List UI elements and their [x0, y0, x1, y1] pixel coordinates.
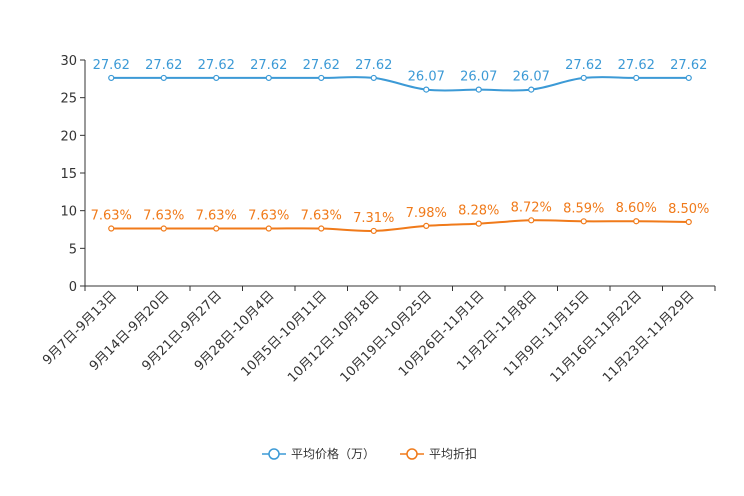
data-point[interactable] [423, 222, 430, 229]
data-point[interactable] [633, 74, 640, 82]
data-label: 8.50% [668, 202, 709, 217]
y-tick-label: 30 [60, 54, 77, 69]
x-tick-label: 10月19日-10月25日 [338, 288, 435, 385]
x-tick-label: 11月16日-11月22日 [548, 288, 645, 385]
data-point[interactable] [475, 220, 482, 227]
data-label: 27.62 [670, 58, 707, 73]
data-point[interactable] [108, 74, 115, 82]
data-point[interactable] [318, 74, 325, 82]
data-point[interactable] [265, 225, 272, 232]
legend-label: 平均折扣 [429, 446, 477, 461]
legend-marker-icon [268, 448, 280, 460]
legend-item[interactable]: 平均价格（万） [262, 446, 375, 461]
legend-label: 平均价格（万） [291, 446, 375, 461]
data-label: 27.62 [618, 58, 655, 73]
y-tick-label: 10 [60, 205, 77, 220]
y-tick-label: 20 [60, 129, 77, 144]
data-label: 7.98% [406, 206, 447, 221]
data-point[interactable] [423, 86, 430, 93]
y-tick-label: 15 [60, 167, 77, 182]
series-1: 27.62 27.62 27.62 27.62 27.62 27.62 26.07 26.07… [93, 58, 707, 93]
data-label: 7.31% [353, 211, 394, 226]
data-label: 27.62 [355, 58, 392, 73]
data-label: 27.62 [565, 58, 602, 73]
data-point[interactable] [370, 227, 377, 235]
data-label: 27.62 [198, 58, 235, 73]
data-point[interactable] [213, 74, 220, 82]
data-label: 8.72% [511, 200, 552, 215]
data-label: 7.63% [143, 209, 184, 224]
data-label: 26.07 [513, 70, 550, 85]
y-tick-label: 0 [69, 280, 77, 295]
series-line [111, 76, 689, 92]
legend-item[interactable]: 平均折扣 [400, 446, 477, 461]
y-tick-label: 5 [69, 242, 77, 257]
data-label: 7.63% [91, 209, 132, 224]
data-point[interactable] [213, 225, 220, 232]
data-label: 26.07 [408, 70, 445, 85]
data-point[interactable] [633, 218, 640, 225]
series-2: 7.63% 7.63% 7.63% 7.63% 7.63% 7.31% 7.98% 8.28%… [91, 200, 709, 235]
data-label: 7.63% [248, 209, 289, 224]
data-point[interactable] [685, 74, 692, 82]
data-label: 8.60% [616, 201, 657, 216]
data-label: 7.63% [196, 209, 237, 224]
x-tick-label: 10月12日-10月18日 [285, 288, 382, 385]
data-point[interactable] [318, 225, 325, 232]
data-label: 8.59% [563, 201, 604, 216]
data-label: 8.28% [458, 204, 499, 219]
data-point[interactable] [370, 74, 377, 82]
legend-marker-icon [406, 448, 418, 460]
series-line [111, 219, 689, 232]
data-label: 27.62 [93, 58, 130, 73]
data-point[interactable] [580, 218, 587, 225]
series-layer: 27.62 27.62 27.62 27.62 27.62 27.62 26.07 26.07… [91, 58, 709, 235]
data-point[interactable] [685, 218, 692, 226]
y-tick-label: 25 [60, 92, 77, 107]
data-point[interactable] [580, 74, 587, 82]
x-tick-label: 11月23日-11月29日 [600, 288, 697, 385]
data-point[interactable] [528, 86, 535, 93]
data-point[interactable] [265, 74, 272, 82]
data-label: 26.07 [460, 70, 497, 85]
data-point[interactable] [160, 74, 167, 82]
data-point[interactable] [528, 217, 535, 224]
data-point[interactable] [160, 225, 167, 232]
data-point[interactable] [475, 86, 482, 93]
data-point[interactable] [108, 225, 115, 232]
data-label: 27.62 [250, 58, 287, 73]
data-label: 27.62 [145, 58, 182, 73]
data-label: 7.63% [301, 209, 342, 224]
legend[interactable]: 平均价格（万） 平均折扣 [262, 446, 477, 461]
data-label: 27.62 [303, 58, 340, 73]
